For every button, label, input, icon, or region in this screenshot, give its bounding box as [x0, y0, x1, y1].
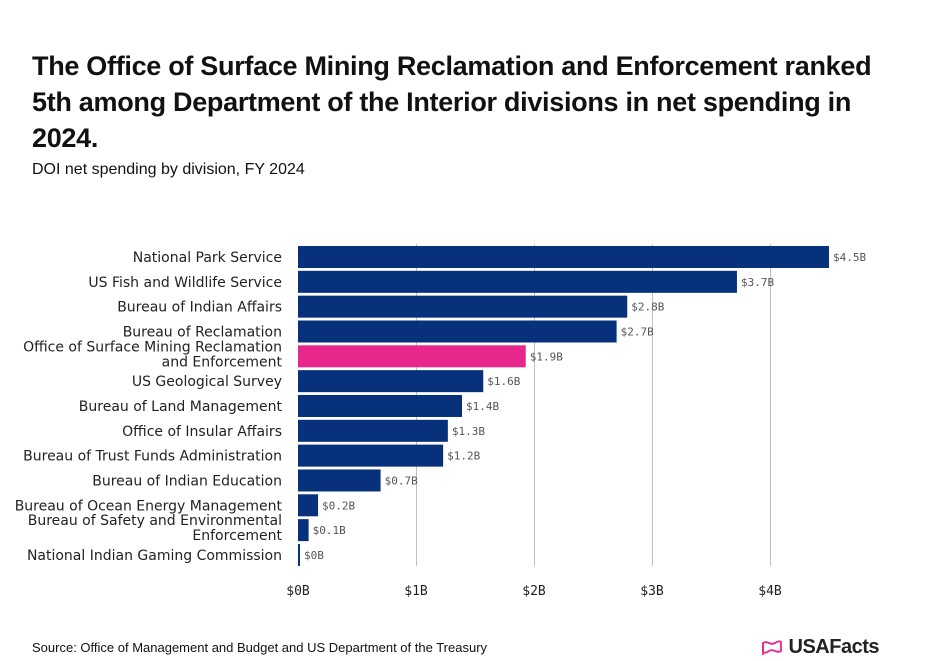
bar [298, 345, 526, 368]
bar [298, 419, 448, 442]
bar [298, 320, 617, 343]
x-tick-label: $3B [640, 584, 664, 599]
logo-text: USAFacts [788, 636, 880, 658]
data-label: $1.3B [452, 425, 485, 438]
data-label: $3.7B [741, 276, 774, 289]
data-label: $1.4B [466, 400, 499, 413]
data-label: $1.9B [530, 350, 563, 363]
usafacts-logo: USAFacts [761, 636, 880, 659]
chart-subtitle: DOI net spending by division, FY 2024 [32, 161, 305, 178]
source-note: Source: Office of Management and Budget … [32, 640, 488, 655]
x-tick-label: $4B [758, 584, 782, 599]
bar [298, 370, 484, 393]
category-label: Office of Insular Affairs [122, 424, 282, 440]
x-tick-label: $1B [404, 584, 428, 599]
category-label: US Geological Survey [132, 374, 282, 390]
bar [298, 444, 444, 467]
data-label: $1.6B [487, 375, 520, 388]
flag-icon [761, 639, 782, 655]
data-label: $0.1B [313, 524, 346, 537]
category-label: Bureau of Indian Affairs [117, 300, 282, 316]
category-label: National Park Service [133, 250, 282, 266]
bar [298, 270, 737, 293]
data-label: $0.7B [385, 474, 418, 487]
x-tick-label: $0B [286, 584, 310, 599]
category-label: Bureau of Indian Education [92, 473, 282, 489]
bar [298, 246, 829, 268]
bar [298, 543, 300, 566]
data-label: $0B [304, 549, 324, 562]
data-label: $2.7B [621, 325, 654, 338]
bar-chart: $0B $1B $2B $3B $4B National Park Service $4.5… [15, 244, 866, 599]
category-label: National Indian Gaming Commission [27, 548, 282, 564]
category-label: Bureau of Safety and Environmental Enforc… [28, 513, 283, 544]
bar [298, 295, 628, 318]
data-label: $1.2B [447, 450, 480, 463]
chart-title: The Office of Surface Mining Reclamation… [32, 51, 872, 153]
x-tick-label: $2B [522, 584, 546, 599]
category-label: Office of Surface Mining Reclamation and … [23, 339, 282, 370]
bar [298, 469, 381, 492]
category-label: US Fish and Wildlife Service [88, 275, 282, 291]
bar [298, 494, 319, 517]
bar [298, 519, 309, 542]
data-label: $2.8B [631, 301, 664, 314]
data-label: $4.5B [833, 251, 866, 264]
category-label: Bureau of Ocean Energy Management [15, 498, 283, 514]
category-label: Bureau of Land Management [79, 399, 283, 415]
category-label: Bureau of Reclamation [123, 324, 282, 340]
category-label: Bureau of Trust Funds Administration [23, 449, 282, 465]
data-label: $0.2B [322, 499, 355, 512]
bar [298, 394, 463, 417]
